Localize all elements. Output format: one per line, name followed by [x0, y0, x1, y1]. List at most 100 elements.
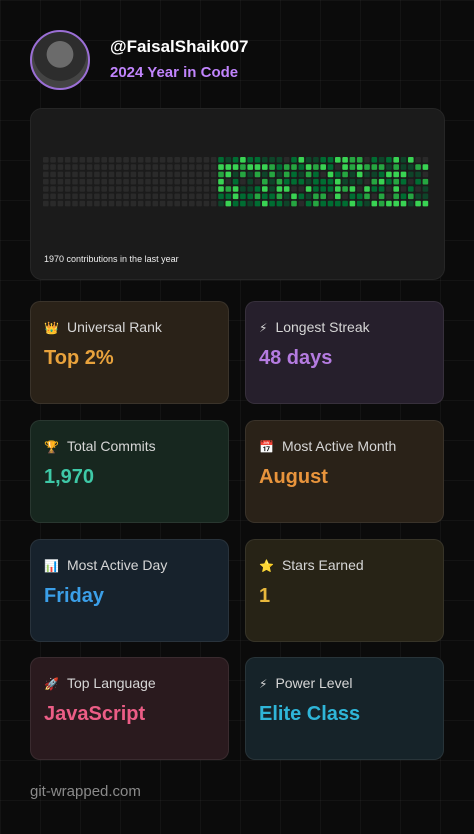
heat-cell [225, 164, 232, 170]
heat-cell [422, 171, 429, 178]
heat-cell [232, 157, 239, 163]
heat-cell [371, 164, 378, 170]
heat-cell [101, 178, 107, 185]
heat-cell [94, 164, 100, 170]
heat-cell [116, 186, 122, 192]
heat-cell [356, 178, 363, 185]
heat-cell [262, 164, 268, 170]
heat-cell [349, 200, 356, 207]
heat-cell [174, 171, 180, 178]
heat-cell [196, 186, 202, 192]
heat-cell [196, 164, 202, 170]
heat-cell [283, 186, 290, 192]
heat-cell [393, 193, 399, 200]
heat-cell [57, 157, 64, 163]
heat-cell [356, 157, 363, 163]
heat-cell [415, 178, 421, 185]
stat-value: JavaScript [44, 703, 146, 725]
heat-cell [152, 157, 159, 163]
heat-cell [43, 193, 49, 200]
heat-cell [371, 193, 378, 200]
heat-cell [72, 186, 78, 192]
heat-cell [50, 200, 56, 207]
heat-cell [327, 178, 334, 185]
heat-cell [181, 164, 188, 170]
heat-cell [108, 200, 115, 207]
heat-cell [225, 186, 232, 192]
heat-cell [196, 200, 202, 207]
heat-cell [269, 157, 275, 163]
heat-cell [371, 200, 378, 207]
heat-cell [174, 157, 180, 163]
heat-cell [145, 157, 151, 163]
heat-cell [43, 157, 49, 163]
stat-label-row: ⚡ Longest Streak [259, 319, 370, 335]
heat-cell [240, 178, 246, 185]
heat-cell [283, 157, 290, 163]
heat-cell [386, 171, 392, 178]
heat-cell [130, 193, 137, 200]
heat-cell [247, 157, 253, 163]
heat-cell [283, 171, 290, 178]
heat-cell [327, 171, 334, 178]
heat-cell [181, 178, 188, 185]
heat-cell [327, 164, 334, 170]
heat-cell [378, 164, 385, 170]
heat-cell [86, 186, 93, 192]
heat-cell [305, 178, 312, 185]
heat-cell [378, 171, 385, 178]
heat-cell [247, 164, 253, 170]
heat-cell [400, 186, 407, 192]
heat-cell [356, 186, 363, 192]
heat-cell [349, 193, 356, 200]
heat-cell [313, 186, 319, 192]
stat-value: August [259, 466, 328, 488]
heat-cell [101, 171, 107, 178]
heat-cell [123, 157, 129, 163]
heat-cell [43, 200, 49, 207]
stat-card: 📅 Most Active Month August [245, 420, 444, 523]
heat-cell [94, 193, 100, 200]
stat-icon: 👑 [44, 321, 59, 335]
heat-cell [189, 171, 195, 178]
heat-cell [378, 193, 385, 200]
heat-cell [415, 186, 421, 192]
heat-cell [408, 193, 414, 200]
heat-cell [203, 186, 210, 192]
heat-cell [167, 164, 173, 170]
heat-cell [349, 164, 356, 170]
heat-cell [422, 164, 429, 170]
heat-cell [145, 186, 151, 192]
heat-cell [225, 171, 232, 178]
heat-cell [101, 157, 107, 163]
stat-label-row: ⭐ Stars Earned [259, 557, 364, 573]
heat-cell [305, 193, 312, 200]
heat-cell [181, 193, 188, 200]
heat-cell [276, 171, 283, 178]
heat-cell [320, 157, 326, 163]
heat-cell [130, 186, 137, 192]
heat-cell [364, 193, 370, 200]
heat-cell [386, 193, 392, 200]
heat-cell [196, 157, 202, 163]
heat-cell [189, 193, 195, 200]
stat-label: Longest Streak [275, 319, 370, 335]
heat-cell [167, 171, 173, 178]
heat-cell [276, 193, 283, 200]
heat-cell [364, 186, 370, 192]
heat-cell [50, 164, 56, 170]
heat-cell [116, 164, 122, 170]
username: @FaisalShaik007 [110, 37, 249, 56]
heat-cell [72, 171, 78, 178]
heat-cell [422, 193, 429, 200]
heat-cell [400, 171, 407, 178]
heat-cell [335, 178, 341, 185]
heat-cell [57, 164, 64, 170]
heat-cell [342, 171, 348, 178]
stat-label-row: ⚡ Power Level [259, 675, 352, 691]
heat-cell [225, 157, 232, 163]
heat-cell [247, 178, 253, 185]
stat-label-row: 👑 Universal Rank [44, 319, 162, 335]
heat-cell [181, 186, 188, 192]
stat-label-row: 📅 Most Active Month [259, 438, 396, 454]
